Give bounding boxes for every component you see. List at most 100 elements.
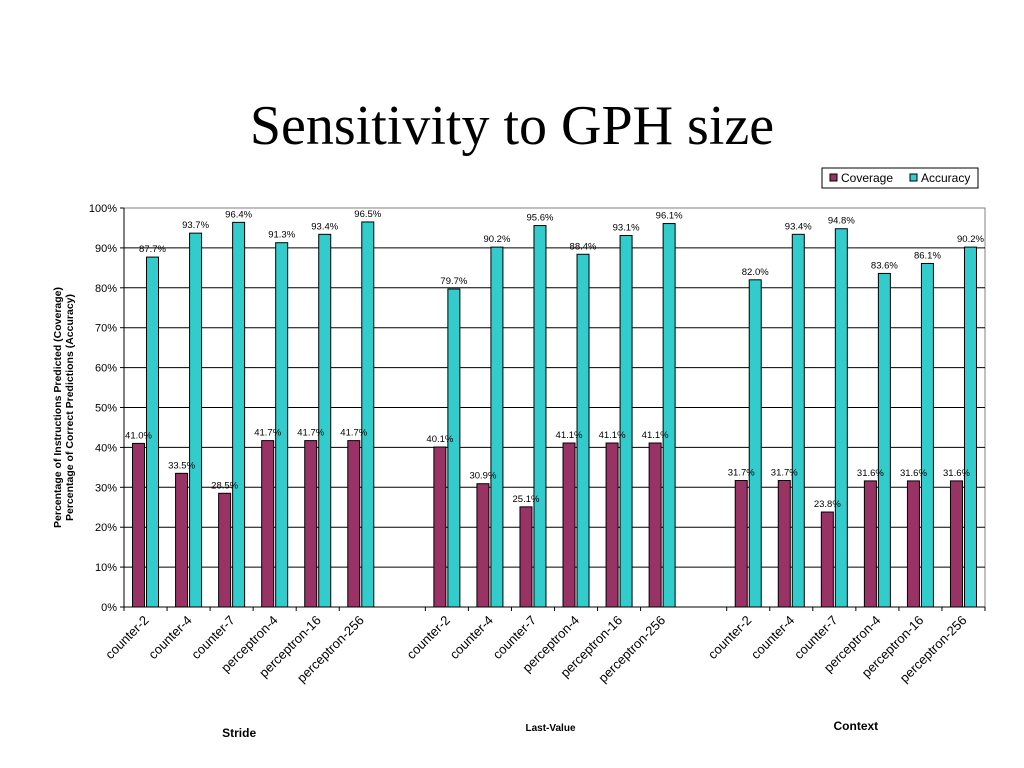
accuracy-bar: [834, 228, 848, 608]
accuracy-data-label: 82.0%: [742, 267, 769, 278]
x-category-label: counter-4: [447, 613, 496, 662]
x-category-label: counter-2: [404, 613, 453, 662]
accuracy-data-label: 95.6%: [527, 213, 554, 224]
data-labels: 41.0% 87.7% 33.5% 93.7% 28.5% 96.4% 41.7% 91.3%…: [125, 209, 984, 510]
coverage-bar: [347, 440, 361, 608]
coverage-data-label: 25.1%: [513, 494, 540, 505]
group-label-context: Context: [833, 719, 879, 733]
accuracy-data-label: 93.4%: [785, 221, 812, 232]
legend-label-accuracy: Accuracy: [921, 171, 970, 185]
accuracy-data-label: 87.7%: [139, 244, 166, 255]
accuracy-bar: [920, 262, 934, 608]
coverage-bar: [175, 472, 189, 608]
accuracy-bar: [189, 232, 203, 608]
y-tick-label: 40%: [95, 442, 117, 454]
accuracy-data-label: 90.2%: [483, 234, 510, 245]
accuracy-data-label: 93.1%: [613, 223, 640, 234]
accuracy-data-label: 96.5%: [354, 209, 381, 220]
legend: Coverage Accuracy: [821, 167, 979, 189]
accuracy-bar: [533, 225, 547, 608]
y-axis-title-line: Percentage of Correct Predictions (Accur…: [64, 294, 76, 521]
x-category-label: counter-2: [705, 613, 754, 662]
y-tick-label: 90%: [95, 243, 117, 255]
slide-title: Sensitivity to GPH size: [249, 95, 775, 157]
group-label-stride: Stride: [222, 726, 257, 740]
accuracy-bar: [619, 235, 633, 608]
y-tick-label: 80%: [95, 283, 117, 295]
coverage-bar: [519, 506, 533, 608]
group-label-last-value: Last-Value: [525, 723, 576, 734]
y-tick-label: 70%: [95, 323, 117, 335]
legend-label-coverage: Coverage: [841, 171, 893, 185]
accuracy-bar: [490, 246, 504, 608]
coverage-data-label: 28.5%: [211, 480, 238, 491]
accuracy-data-label: 96.1%: [656, 211, 683, 222]
coverage-data-label: 41.7%: [254, 428, 281, 439]
accuracy-bar: [361, 221, 375, 608]
coverage-bar: [906, 480, 920, 608]
accuracy-bar: [748, 279, 762, 608]
gridlines: [123, 207, 986, 608]
coverage-data-label: 31.6%: [857, 468, 884, 479]
coverage-data-label: 23.8%: [814, 499, 841, 510]
accuracy-bar: [318, 233, 332, 608]
accuracy-bar: [877, 272, 891, 608]
coverage-data-label: 41.1%: [642, 430, 669, 441]
accuracy-data-label: 96.4%: [225, 209, 252, 220]
y-tick-label: 50%: [95, 403, 117, 415]
accuracy-data-label: 91.3%: [268, 230, 295, 241]
coverage-bar: [562, 442, 576, 608]
y-axis-title-line: Percentage of Instructions Predicted (Co…: [52, 287, 64, 528]
coverage-bar: [476, 483, 490, 608]
y-tick-label: 20%: [95, 522, 117, 534]
coverage-bar: [132, 442, 146, 608]
coverage-data-label: 41.7%: [297, 428, 324, 439]
coverage-data-label: 31.6%: [900, 468, 927, 479]
accuracy-data-label: 86.1%: [914, 250, 941, 261]
coverage-data-label: 31.6%: [943, 468, 970, 479]
accuracy-data-label: 93.7%: [182, 220, 209, 231]
coverage-data-label: 41.1%: [556, 430, 583, 441]
y-tick-label: 0%: [101, 602, 117, 614]
y-tick-label: 100%: [89, 203, 117, 215]
accuracy-data-label: 79.7%: [440, 276, 467, 287]
accuracy-data-label: 83.6%: [871, 260, 898, 271]
y-tick-label: 30%: [95, 482, 117, 494]
coverage-data-label: 33.5%: [168, 460, 195, 471]
accuracy-bar: [662, 223, 676, 608]
accuracy-data-label: 88.4%: [570, 241, 597, 252]
accuracy-bar: [275, 242, 289, 608]
legend-box: [821, 167, 979, 189]
bars: [132, 221, 977, 608]
coverage-bar: [433, 446, 447, 608]
y-tick-label: 10%: [95, 562, 117, 574]
coverage-bar: [820, 511, 834, 608]
coverage-data-label: 30.9%: [469, 471, 496, 482]
coverage-bar: [648, 442, 662, 608]
legend-swatch-accuracy: [909, 173, 918, 182]
accuracy-bar: [447, 288, 461, 608]
coverage-bar: [261, 440, 275, 608]
coverage-data-label: 40.1%: [426, 434, 453, 445]
coverage-bar: [218, 492, 232, 608]
accuracy-data-label: 90.2%: [957, 234, 984, 245]
accuracy-data-label: 93.4%: [311, 221, 338, 232]
coverage-bar: [605, 442, 619, 608]
coverage-bar: [949, 480, 963, 608]
legend-swatch-coverage: [829, 173, 838, 182]
coverage-bar: [734, 480, 748, 608]
x-category-label: counter-4: [748, 613, 797, 662]
accuracy-bar: [963, 246, 977, 608]
x-category-label: counter-4: [145, 613, 194, 662]
x-category-label: counter-2: [102, 613, 151, 662]
coverage-bar: [863, 480, 877, 608]
accuracy-bar: [232, 221, 246, 608]
coverage-data-label: 31.7%: [771, 468, 798, 479]
accuracy-bar: [791, 233, 805, 608]
coverage-data-label: 41.7%: [340, 428, 367, 439]
coverage-data-label: 41.0%: [125, 430, 152, 441]
accuracy-data-label: 94.8%: [828, 216, 855, 227]
y-tick-label: 60%: [95, 363, 117, 375]
coverage-bar: [304, 440, 318, 608]
